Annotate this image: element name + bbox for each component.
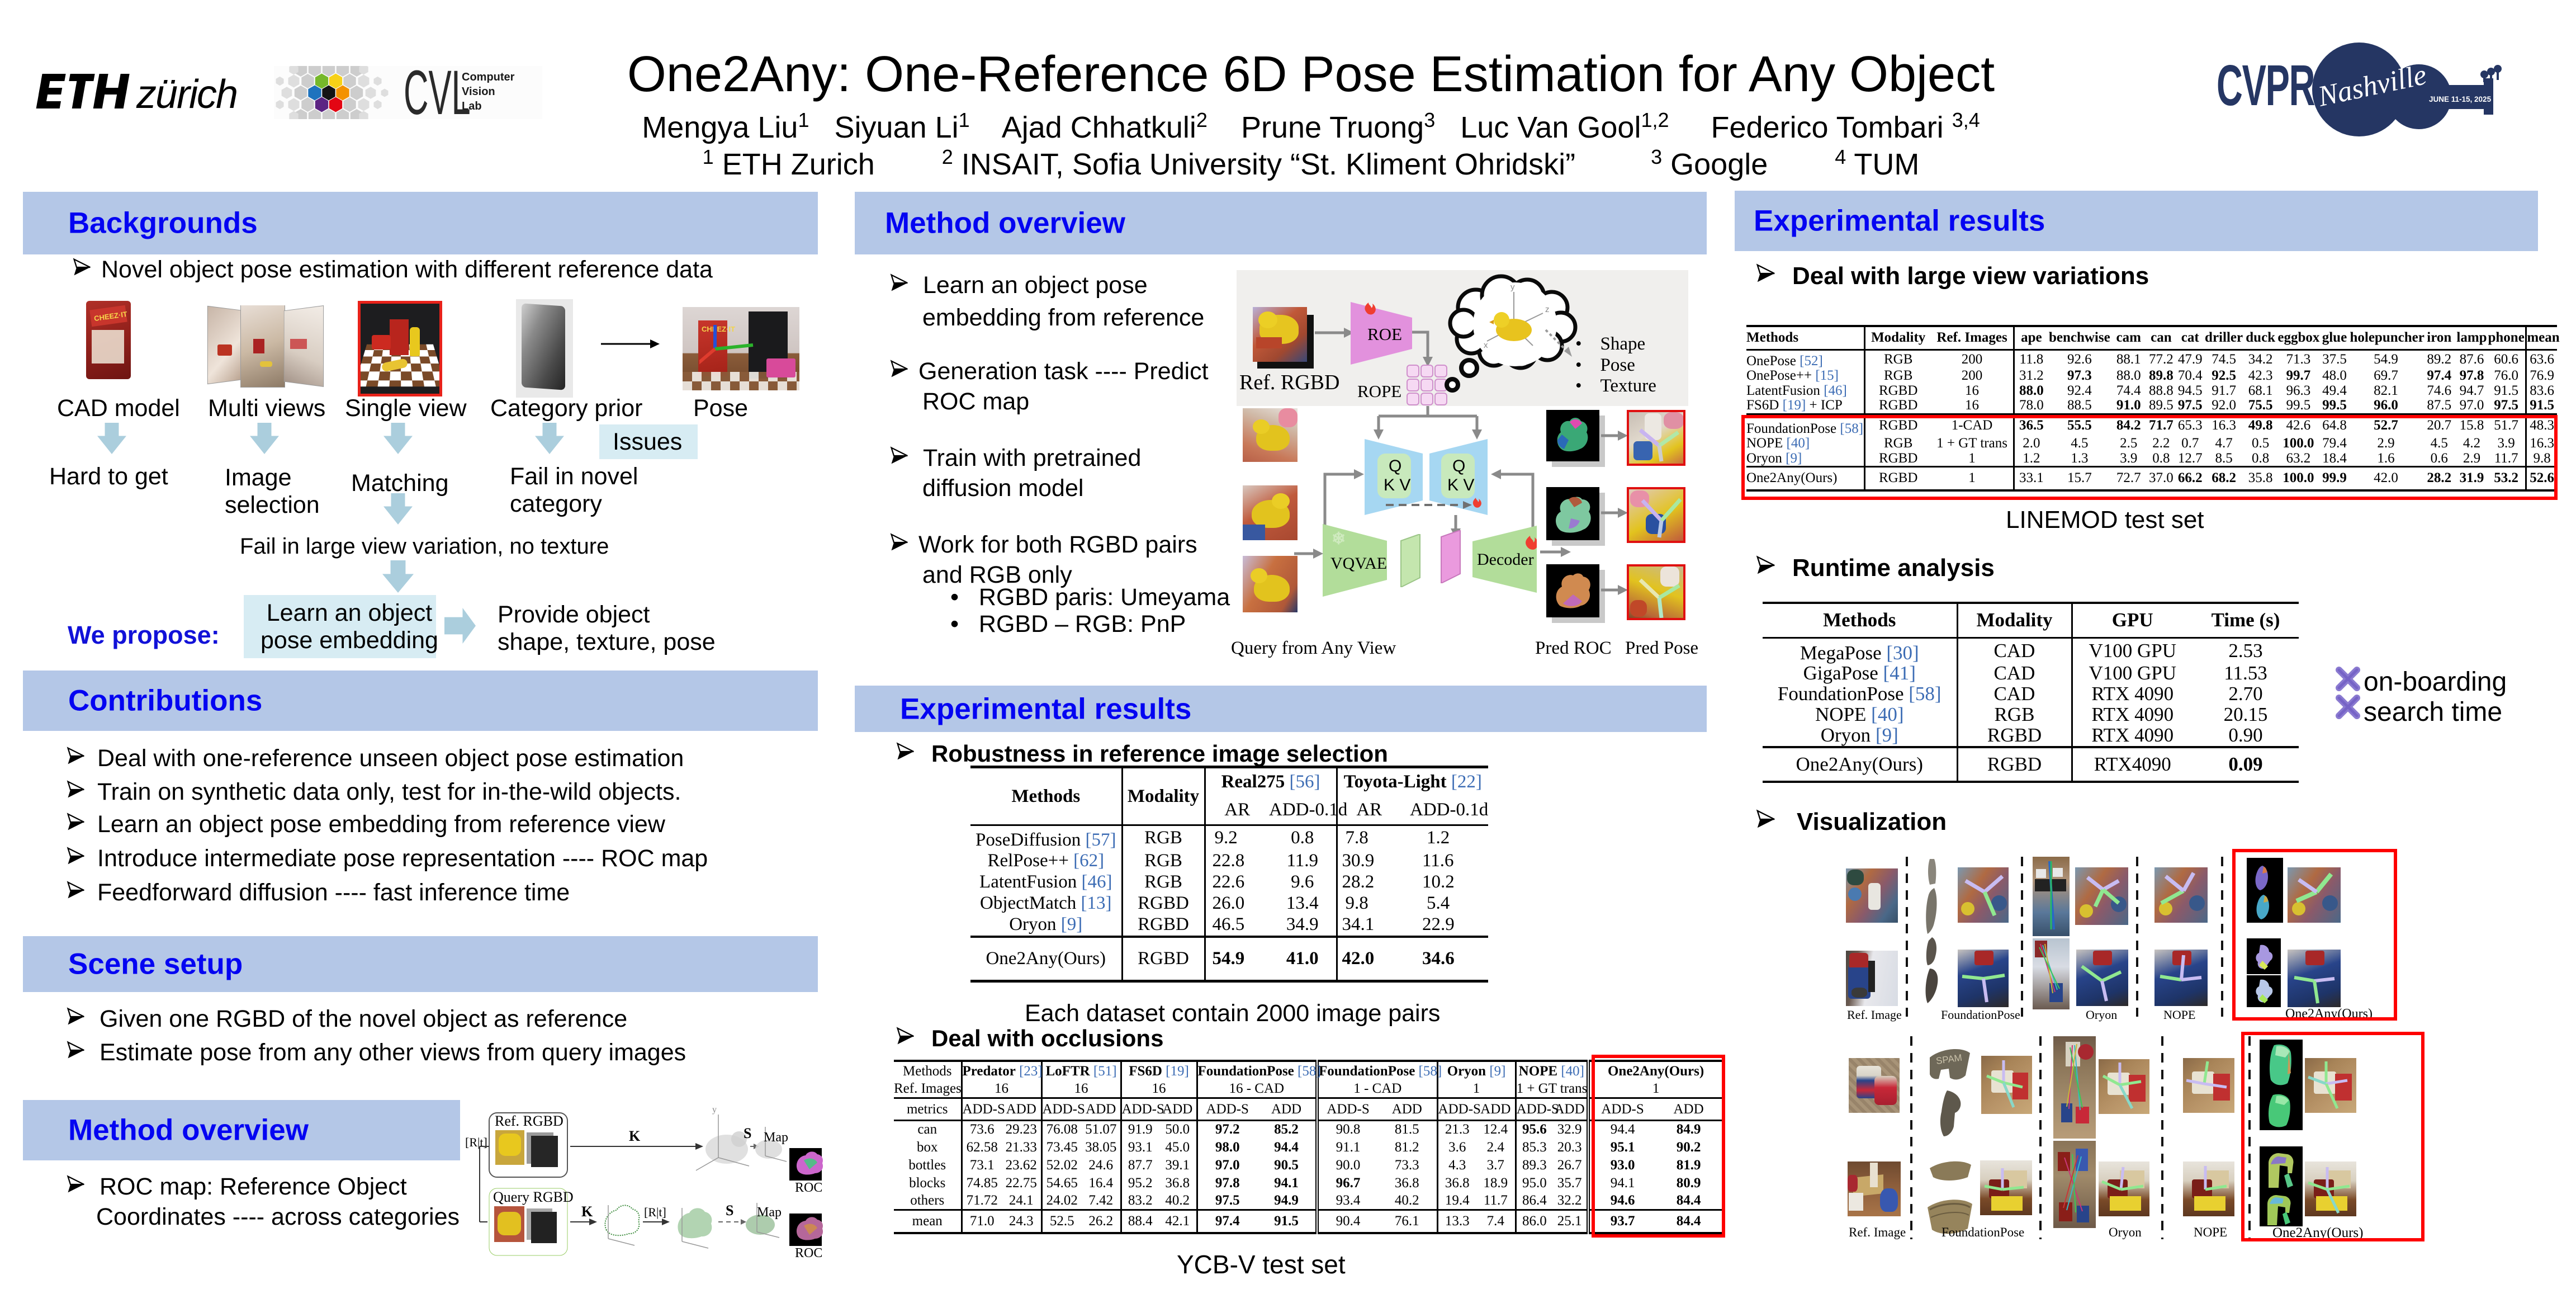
svg-text:K V: K V: [1384, 476, 1410, 494]
svg-text:ROE: ROE: [1367, 324, 1402, 344]
svg-text:ROC: ROC: [795, 1181, 822, 1195]
svg-text:Computer: Computer: [462, 71, 515, 83]
svg-text:Ref. RGBD: Ref. RGBD: [495, 1113, 564, 1129]
svg-text:Query RGBD: Query RGBD: [493, 1189, 574, 1205]
svg-text:[R|t]: [R|t]: [644, 1205, 666, 1219]
svg-text:JUNE 11-15, 2025: JUNE 11-15, 2025: [2429, 95, 2492, 103]
svg-text:Map: Map: [757, 1205, 782, 1220]
svg-text:S: S: [744, 1125, 751, 1141]
svg-text:❄: ❄: [1332, 530, 1346, 548]
svg-text:Vision: Vision: [462, 86, 495, 98]
svg-text:Map: Map: [764, 1130, 788, 1145]
svg-text:Q: Q: [1452, 457, 1465, 475]
svg-text:VQVAE: VQVAE: [1330, 554, 1387, 573]
svg-text:K: K: [629, 1128, 641, 1144]
svg-text:y: y: [712, 1105, 717, 1115]
svg-text:S: S: [726, 1202, 733, 1219]
svg-text:Lab: Lab: [462, 100, 482, 112]
svg-text:K: K: [581, 1203, 593, 1220]
svg-text:Q: Q: [1389, 457, 1401, 475]
svg-text:z: z: [1545, 305, 1550, 314]
svg-text:CVPR: CVPR: [2217, 54, 2315, 118]
svg-text:[R|t]: [R|t]: [465, 1135, 487, 1149]
svg-text:K V: K V: [1447, 476, 1474, 494]
svg-text:ROC: ROC: [795, 1246, 822, 1260]
svg-text:zürich: zürich: [136, 73, 237, 112]
svg-text:Decoder: Decoder: [1477, 550, 1534, 569]
svg-text:x: x: [1484, 341, 1488, 350]
svg-text:CVL: CVL: [404, 66, 471, 119]
svg-text:y: y: [1510, 282, 1515, 292]
